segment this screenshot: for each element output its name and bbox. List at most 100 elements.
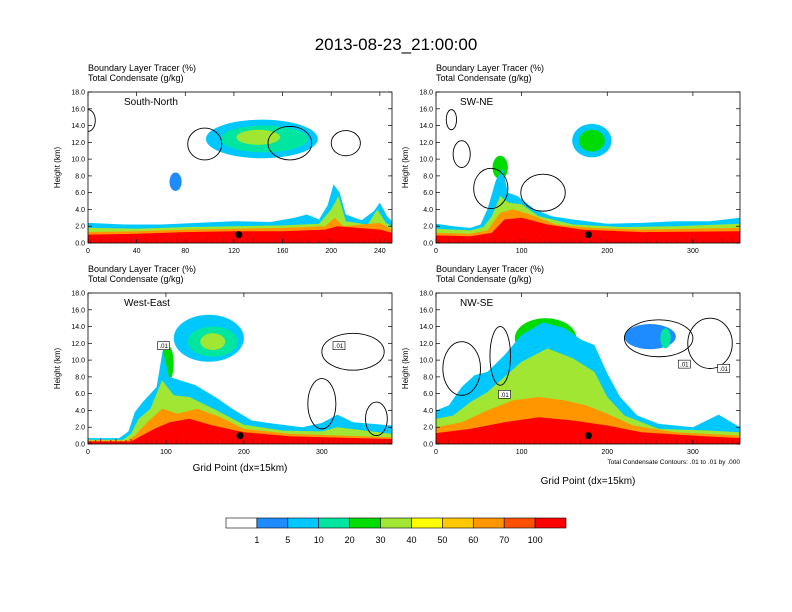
field-label-tracer: Boundary Layer Tracer (%) <box>88 264 196 274</box>
x-tick-label: 0 <box>86 449 90 456</box>
contour-label-box <box>157 341 170 350</box>
y-tick-label: 4.0 <box>423 408 433 415</box>
condensate-contour <box>321 332 385 371</box>
colorbar: 1 5 10 20 30 40 50 60 70 100 <box>225 517 567 545</box>
y-tick-label: 12.0 <box>419 140 433 147</box>
x-axis-label: Grid Point (dx=15km) <box>193 463 288 474</box>
plot-frame <box>435 91 741 244</box>
location-marker <box>584 432 592 440</box>
colorbar-swatch <box>534 517 567 529</box>
panel-sw-ne: Boundary Layer Tracer (%) Total Condensa… <box>401 63 741 255</box>
tracer-cloud <box>579 129 605 152</box>
y-axis-label: Height (km) <box>53 347 62 389</box>
x-axis-label: Grid Point (dx=15km) <box>541 476 636 487</box>
tracer-field <box>436 317 740 444</box>
field-label-condensate: Total Condensate (g/kg) <box>88 274 184 284</box>
tracer-cloud <box>492 155 508 180</box>
colorbar-label: 40 <box>406 535 416 545</box>
tracer-field <box>88 314 392 444</box>
condensate-contour <box>452 140 471 168</box>
y-tick-label: 4.0 <box>75 207 85 214</box>
panel-label: West-East <box>124 298 170 309</box>
y-tick-label: 12.0 <box>71 341 85 348</box>
y-tick-label: 0.0 <box>75 241 85 248</box>
field-label-tracer: Boundary Layer Tracer (%) <box>436 264 544 274</box>
field-label-tracer: Boundary Layer Tracer (%) <box>88 63 196 73</box>
x-tick-label: 120 <box>228 248 240 255</box>
terrain-stripes <box>90 439 390 444</box>
colorbar-label: 50 <box>437 535 447 545</box>
y-tick-label: 18.0 <box>419 90 433 97</box>
tracer-cloud <box>660 328 671 349</box>
y-tick-label: 14.0 <box>419 324 433 331</box>
y-tick-label: 10.0 <box>419 157 433 164</box>
main-title: 2013-08-23_21:00:00 <box>315 35 478 54</box>
condensate-contour <box>473 167 509 210</box>
y-tick-label: 2.0 <box>75 425 85 432</box>
plot-frame <box>435 292 741 445</box>
location-marker <box>235 231 243 239</box>
x-tick-label: 0 <box>434 248 438 255</box>
y-tick-label: 6.0 <box>75 391 85 398</box>
colorbar-label: 10 <box>314 535 324 545</box>
colorbar-label: 60 <box>468 535 478 545</box>
condensate-contour <box>687 317 733 369</box>
y-tick-label: 10.0 <box>71 157 85 164</box>
colorbar-swatch <box>225 517 258 529</box>
x-tick-label: 300 <box>687 449 699 456</box>
terrain-stripes <box>438 439 738 444</box>
y-tick-label: 18.0 <box>71 90 85 97</box>
y-tick-label: 6.0 <box>423 391 433 398</box>
colorbar-swatch <box>380 517 412 529</box>
field-label-condensate: Total Condensate (g/kg) <box>436 73 532 83</box>
y-tick-label: 14.0 <box>71 324 85 331</box>
x-tick-label: 300 <box>316 449 328 456</box>
condensate-contour <box>267 125 313 161</box>
tracer-field <box>88 109 392 243</box>
condensate-contour <box>307 378 337 430</box>
location-marker <box>236 432 244 440</box>
y-tick-label: 8.0 <box>75 173 85 180</box>
condensate-contour <box>489 326 511 386</box>
colorbar-swatch <box>256 517 289 529</box>
colorbar-swatch <box>442 517 474 529</box>
terrain-stripes <box>90 238 390 243</box>
panel-nw-se: Boundary Layer Tracer (%) Total Condensa… <box>401 264 741 487</box>
x-tick-label: 300 <box>687 248 699 255</box>
tracer-cloud <box>236 129 281 145</box>
y-tick-label: 18.0 <box>71 291 85 298</box>
plot-frame <box>87 292 393 445</box>
tracer-layer <box>436 217 740 243</box>
y-axis-label: Height (km) <box>401 347 410 389</box>
contour-label-box <box>498 390 511 399</box>
condensate-contour <box>330 130 361 157</box>
colorbar-swatch <box>287 517 320 529</box>
panel-label: NW-SE <box>460 298 493 309</box>
panel-label: South-North <box>124 97 178 108</box>
y-tick-label: 8.0 <box>75 374 85 381</box>
y-tick-label: 10.0 <box>419 358 433 365</box>
x-tick-label: 100 <box>516 248 528 255</box>
colorbar-label: 30 <box>376 535 386 545</box>
y-tick-label: 6.0 <box>75 190 85 197</box>
y-tick-label: 16.0 <box>71 106 85 113</box>
contour-label: .01 <box>720 367 729 373</box>
colorbar-swatch <box>472 517 505 529</box>
field-label-tracer: Boundary Layer Tracer (%) <box>436 63 544 73</box>
x-tick-label: 100 <box>160 449 172 456</box>
tracer-layer <box>88 418 392 444</box>
y-tick-label: 8.0 <box>423 173 433 180</box>
y-tick-label: 4.0 <box>423 207 433 214</box>
x-tick-label: 80 <box>181 248 189 255</box>
contour-label: .01 <box>335 344 344 350</box>
y-axis-label: Height (km) <box>53 146 62 188</box>
contour-label: .01 <box>680 363 689 369</box>
colorbar-swatch <box>318 517 350 529</box>
field-label-condensate: Total Condensate (g/kg) <box>88 73 184 83</box>
y-tick-label: 16.0 <box>71 307 85 314</box>
colorbar-label: 1 <box>254 535 259 545</box>
x-tick-label: 40 <box>133 248 141 255</box>
colorbar-label: 70 <box>499 535 509 545</box>
colorbar-swatch <box>503 517 536 529</box>
terrain-stripes <box>438 238 738 243</box>
